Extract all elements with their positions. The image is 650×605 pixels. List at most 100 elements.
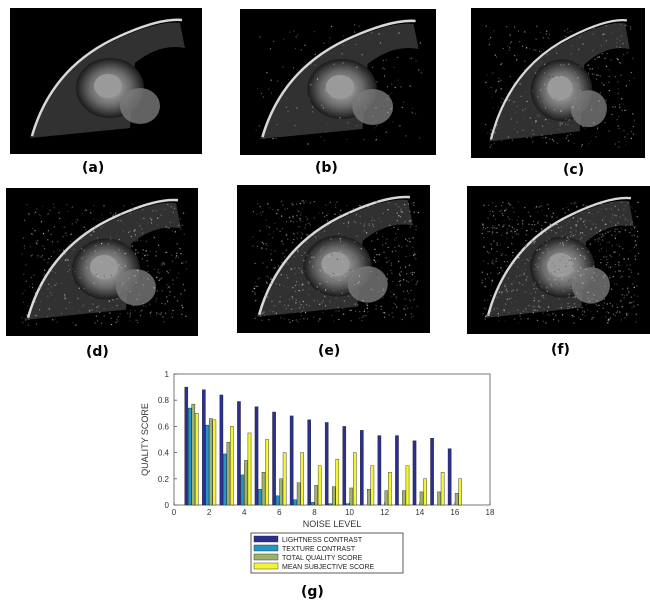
panel-label-f: (f) bbox=[551, 342, 570, 358]
mri-image-a bbox=[30, 18, 185, 139]
bar-series1-x6 bbox=[272, 411, 276, 506]
panel-label-c: (c) bbox=[563, 162, 585, 178]
mri-panel-f bbox=[467, 186, 650, 334]
legend-swatch-3 bbox=[253, 553, 279, 561]
y-tick-label-2: 0.4 bbox=[158, 449, 170, 458]
panel-label-a: (a) bbox=[82, 160, 105, 176]
mri-panel-d bbox=[6, 188, 198, 336]
legend-label-4: MEAN SUBJECTIVE SCORE bbox=[282, 564, 375, 571]
legend-swatch-4 bbox=[253, 562, 279, 570]
bar-series1-x9 bbox=[324, 422, 329, 506]
x-tick-label-6: 12 bbox=[380, 508, 389, 517]
bar-series2-x3 bbox=[223, 453, 227, 506]
x-tick-label-1: 2 bbox=[207, 508, 212, 517]
mri-panel-b bbox=[240, 9, 436, 155]
bar-series1-x8 bbox=[307, 419, 311, 506]
bar-series3-x12 bbox=[384, 490, 389, 506]
bar-series3-x2 bbox=[209, 418, 213, 506]
panel-label-b: (b) bbox=[315, 160, 338, 176]
bar-series3-x5 bbox=[261, 472, 266, 506]
bar-series2-x4 bbox=[240, 474, 245, 506]
bar-series4-x11 bbox=[370, 465, 375, 506]
bar-series4-x3 bbox=[230, 426, 234, 506]
bar-series4-x4 bbox=[247, 432, 252, 506]
x-tick-label-8: 16 bbox=[450, 508, 459, 517]
bar-series1-x11 bbox=[360, 430, 364, 506]
y-tick-label-0: 0 bbox=[165, 501, 170, 510]
y-tick-label-1: 0.2 bbox=[158, 475, 170, 484]
bar-series2-x2 bbox=[205, 424, 210, 506]
y-axis-label: QUALITY SCORE bbox=[140, 403, 150, 476]
x-tick-label-3: 6 bbox=[277, 508, 282, 517]
panel-label-e: (e) bbox=[318, 343, 341, 359]
bar-series4-x15 bbox=[440, 472, 445, 506]
bar-series1-x4 bbox=[237, 401, 241, 506]
bar-series4-x14 bbox=[423, 478, 427, 506]
x-tick-label-4: 8 bbox=[312, 508, 317, 517]
x-tick-label-2: 4 bbox=[242, 508, 247, 517]
bar-series2-x8 bbox=[310, 502, 315, 506]
bar-series1-x3 bbox=[219, 394, 224, 506]
panel-label-g: (g) bbox=[301, 584, 324, 600]
legend-swatch-2 bbox=[253, 544, 279, 552]
bar-series1-x13 bbox=[395, 435, 399, 506]
bar-series3-x11 bbox=[367, 489, 371, 506]
x-tick-label-0: 0 bbox=[172, 508, 177, 517]
legend-swatch-1 bbox=[253, 535, 279, 543]
bar-series1-x5 bbox=[254, 406, 259, 506]
bar-series3-x9 bbox=[331, 486, 336, 506]
mri-image-b bbox=[255, 19, 422, 145]
mri-image-c bbox=[485, 19, 635, 148]
bar-series2-x7 bbox=[293, 499, 297, 506]
bar-series3-x7 bbox=[296, 482, 301, 506]
bar-series2-x1 bbox=[188, 407, 192, 506]
bar-series2-x9 bbox=[328, 503, 333, 506]
bar-series1-x7 bbox=[289, 415, 294, 506]
bar-series1-x10 bbox=[342, 426, 347, 506]
bar-series1-x12 bbox=[377, 435, 382, 506]
bar-series4-x13 bbox=[405, 465, 410, 506]
y-tick-label-4: 0.8 bbox=[158, 396, 170, 405]
bar-series4-x9 bbox=[335, 458, 340, 506]
x-axis-label: NOISE LEVEL bbox=[303, 519, 362, 529]
legend-label-3: TOTAL QUALITY SCORE bbox=[282, 555, 363, 562]
bar-series4-x1 bbox=[195, 413, 199, 506]
y-tick-label-5: 1 bbox=[165, 370, 170, 379]
bar-series4-x2 bbox=[212, 419, 217, 506]
bar-series2-x10 bbox=[346, 503, 350, 506]
bar-series4-x12 bbox=[388, 472, 392, 506]
bar-series3-x4 bbox=[244, 460, 248, 506]
x-tick-label-9: 18 bbox=[486, 508, 495, 517]
y-tick-label-3: 0.6 bbox=[158, 422, 170, 431]
bar-series2-x6 bbox=[275, 495, 280, 506]
x-tick-label-7: 14 bbox=[415, 508, 424, 517]
bar-series1-x16 bbox=[447, 448, 452, 506]
bar-series4-x10 bbox=[353, 452, 357, 506]
bar-series1-x2 bbox=[202, 389, 206, 506]
legend-label-1: LIGHTNESS CONTRAST bbox=[282, 537, 363, 544]
bar-series3-x14 bbox=[419, 491, 424, 506]
bar-series3-x8 bbox=[314, 485, 318, 506]
bar-series1-x1 bbox=[184, 386, 189, 506]
bar-series4-x8 bbox=[317, 465, 322, 506]
quality-score-chart: 0 0.2 0.4 0.6 0.8 1 0 2 4 6 8 10 12 14 16 18 NOISE LEVEL… bbox=[128, 365, 500, 587]
x-tick-label-5: 10 bbox=[345, 508, 354, 517]
bar-series3-x1 bbox=[191, 403, 196, 506]
bar-series3-x15 bbox=[437, 491, 441, 506]
bar-series1-x14 bbox=[412, 440, 417, 506]
mri-image-d bbox=[21, 198, 188, 326]
bar-series3-x6 bbox=[279, 478, 283, 506]
bar-series3-x3 bbox=[226, 441, 231, 506]
bar-series2-x5 bbox=[258, 489, 262, 506]
mri-panel-c bbox=[471, 8, 645, 158]
mri-panel-e bbox=[237, 185, 430, 333]
bar-series3-x16 bbox=[454, 493, 459, 506]
bar-series3-x13 bbox=[402, 490, 406, 506]
legend-label-2: TEXTURE CONTRAST bbox=[282, 546, 356, 553]
bar-series4-x7 bbox=[300, 452, 304, 506]
bar-series3-x10 bbox=[349, 487, 354, 506]
bar-series1-x15 bbox=[430, 437, 434, 506]
bar-series4-x6 bbox=[282, 452, 287, 506]
bar-series4-x5 bbox=[265, 439, 269, 506]
bar-series4-x16 bbox=[458, 478, 462, 506]
